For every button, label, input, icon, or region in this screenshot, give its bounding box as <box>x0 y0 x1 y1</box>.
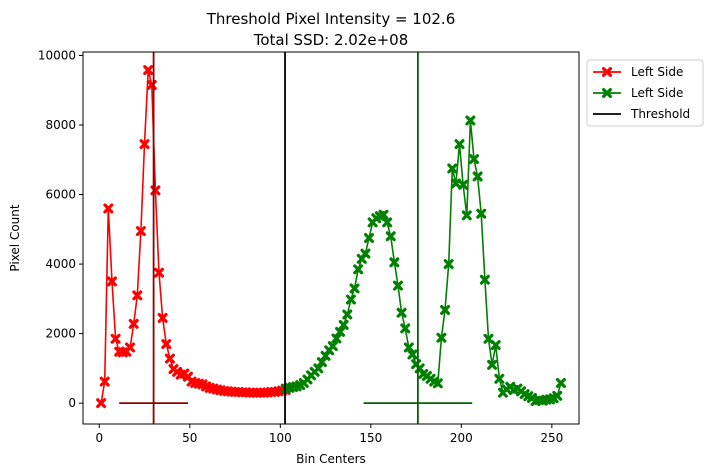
series-2-point <box>316 357 327 368</box>
series-2-point <box>392 280 403 291</box>
series-2-point <box>487 359 498 370</box>
series-2-point <box>382 217 393 228</box>
series-1-point <box>110 333 121 344</box>
series-2-point <box>454 139 465 150</box>
series-2-point <box>490 340 501 351</box>
reference-lines <box>119 52 473 424</box>
series-2-point <box>349 283 360 294</box>
series-2-point <box>436 332 447 343</box>
series-2-point <box>494 373 505 384</box>
series-1-point <box>143 65 154 76</box>
plot-frame <box>82 51 580 425</box>
x-axis-label: Bin Centers <box>296 452 366 466</box>
y-tick-label: 8000 <box>45 118 76 132</box>
series-2-point <box>555 377 566 388</box>
series-2-point <box>479 274 490 285</box>
x-tick-label: 0 <box>95 431 103 445</box>
x-tick-label: 50 <box>182 431 197 445</box>
x-tick-label: 150 <box>359 431 382 445</box>
legend-marker <box>602 67 612 77</box>
series-2-point <box>360 248 371 259</box>
series-1-point <box>106 276 117 287</box>
series-2-point <box>345 294 356 305</box>
axes: 0 50 100 150 200 250 0 2000 4000 6000 8000 10000 <box>38 48 580 445</box>
series-2-point <box>331 333 342 344</box>
series-2-point <box>476 208 487 219</box>
series-2-point <box>458 179 469 190</box>
legend-label: Left Side <box>631 65 683 79</box>
series-2-point <box>389 257 400 268</box>
series-2-point <box>443 259 454 270</box>
y-tick-label: 6000 <box>45 188 76 202</box>
series-2-point <box>313 363 324 374</box>
x-tick-label: 200 <box>450 431 473 445</box>
series-2-point <box>447 163 458 174</box>
series-1-point <box>139 139 150 150</box>
legend-label: Left Side <box>631 86 683 100</box>
series-2-point <box>552 390 563 401</box>
series-1-point <box>96 398 107 409</box>
legend-label: Threshold <box>630 107 690 121</box>
series-2-point <box>338 319 349 330</box>
series-2-point <box>440 304 451 315</box>
series-2-point <box>396 307 407 318</box>
series-1-point <box>125 342 136 353</box>
series-2-point <box>472 171 483 182</box>
series-2-point <box>469 154 480 165</box>
series-2-point <box>483 333 494 344</box>
y-tick-label: 4000 <box>45 257 76 271</box>
series-2-point <box>378 209 389 220</box>
x-tick-label: 250 <box>540 431 563 445</box>
series-1-point <box>161 339 172 350</box>
legend-marker <box>602 88 612 98</box>
series-2-point <box>465 115 476 126</box>
series-1-point <box>99 376 110 387</box>
series-1-point <box>132 290 143 301</box>
series-1-point <box>103 203 114 214</box>
y-axis-label: Pixel Count <box>8 204 22 272</box>
series-2-point <box>407 349 418 360</box>
series-1-point <box>164 353 175 364</box>
series-2-point <box>403 342 414 353</box>
y-tick-label: 2000 <box>45 327 76 341</box>
series-2-point <box>400 323 411 334</box>
series-1-point <box>135 226 146 237</box>
series-2-point <box>342 309 353 320</box>
legend: Left Side Left Side Threshold <box>586 59 704 127</box>
series-1-point <box>154 267 165 278</box>
series-2-point <box>353 264 364 275</box>
chart-subtitle: Total SSD: 2.02e+08 <box>253 31 409 49</box>
y-tick-label: 10000 <box>38 48 76 62</box>
series-2-point <box>461 210 472 221</box>
series-1-point <box>128 318 139 329</box>
plot-area <box>96 65 566 409</box>
series-2-point <box>364 233 375 243</box>
legend-box <box>586 59 704 127</box>
series-2-point <box>327 341 338 352</box>
series-1-point <box>157 312 168 323</box>
series-2-point <box>385 231 396 242</box>
series-2-point <box>335 326 346 337</box>
series-2-point <box>432 378 443 389</box>
chart-title: Threshold Pixel Intensity = 102.6 <box>206 10 456 28</box>
y-tick-label: 0 <box>68 396 76 410</box>
x-tick-label: 100 <box>269 431 292 445</box>
